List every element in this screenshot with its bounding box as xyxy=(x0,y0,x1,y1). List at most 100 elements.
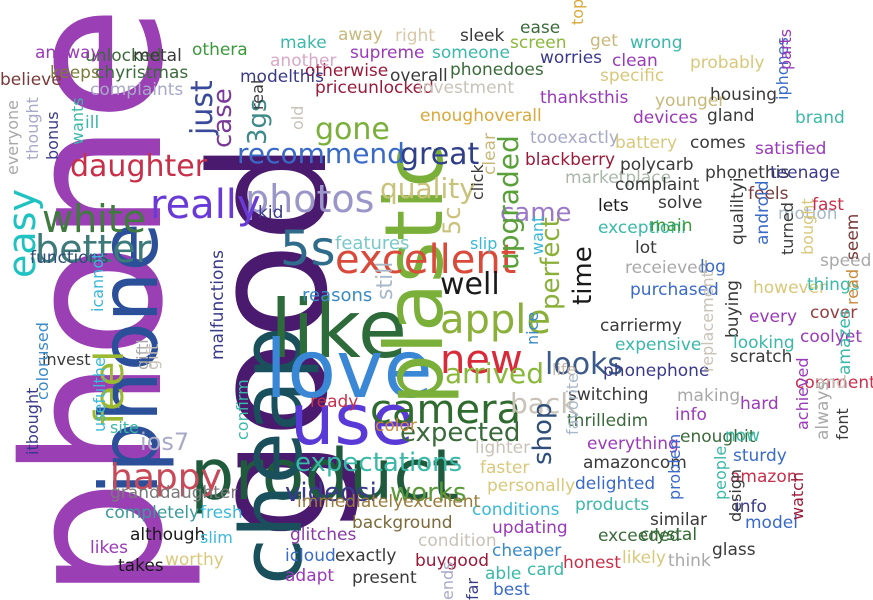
cloud-word: font xyxy=(833,408,852,440)
cloud-word: probably xyxy=(690,53,765,73)
cloud-word: comment xyxy=(795,373,873,393)
cloud-word: excellent xyxy=(335,237,517,283)
cloud-word: battery xyxy=(615,133,678,153)
cloud-word: make xyxy=(280,33,327,53)
cloud-word: speed xyxy=(820,251,872,271)
cloud-word: recommend xyxy=(237,137,405,170)
cloud-word: switching xyxy=(568,385,649,405)
cloud-word: ready xyxy=(310,392,359,412)
cloud-word: looks xyxy=(545,347,624,382)
cloud-word: thanksthis xyxy=(540,88,629,108)
cloud-word: worthy xyxy=(165,550,224,570)
cloud-word: top xyxy=(568,0,587,25)
cloud-word: kid xyxy=(258,203,284,223)
cloud-word: fresh xyxy=(200,503,243,523)
cloud-word: clean xyxy=(612,51,658,71)
cloud-word: although xyxy=(130,525,206,545)
cloud-word: investment xyxy=(418,78,514,98)
cloud-word: ios7 xyxy=(140,428,190,456)
cloud-word: think xyxy=(668,551,711,571)
cloud-word: feels xyxy=(748,184,789,204)
cloud-word: right xyxy=(395,26,435,46)
cloud-word: otherwise xyxy=(305,61,389,81)
cloud-word: sturdy xyxy=(733,446,787,466)
cloud-word: color xyxy=(375,416,417,436)
cloud-word: read xyxy=(843,268,862,305)
cloud-word: parts xyxy=(776,28,795,70)
cloud-word: happy xyxy=(110,457,222,498)
cloud-word: favorite xyxy=(563,373,582,435)
cloud-word: 5c xyxy=(438,206,466,235)
cloud-word: log xyxy=(700,257,726,277)
cloud-word: another xyxy=(270,51,337,71)
cloud-word: cover xyxy=(810,303,858,323)
cloud-word: exceeded xyxy=(598,526,681,546)
cloud-word: and xyxy=(815,373,847,393)
cloud-word: confirm xyxy=(233,379,252,440)
cloud-word: takes xyxy=(118,556,164,576)
cloud-word: brand xyxy=(795,108,845,128)
cloud-word: gift xyxy=(143,343,162,370)
cloud-word: info xyxy=(675,405,707,425)
cloud-word: sleek xyxy=(460,26,505,46)
cloud-word: everyone xyxy=(3,100,22,175)
cloud-word: ease xyxy=(520,18,561,38)
cloud-word: features xyxy=(335,233,410,254)
cloud-word: nice xyxy=(523,311,542,345)
cloud-word: photos xyxy=(245,177,375,221)
cloud-word: now xyxy=(725,426,761,446)
cloud-word: get xyxy=(590,31,618,51)
cloud-word: buying xyxy=(723,280,743,338)
cloud-word: arrived xyxy=(445,357,545,390)
cloud-word: case xyxy=(208,88,238,148)
cloud-word: malfunctions xyxy=(208,249,228,360)
cloud-word: othera xyxy=(192,40,248,60)
cloud-word: well xyxy=(440,267,500,302)
cloud-word: expectations xyxy=(295,448,463,478)
cloud-word: granddaughter xyxy=(110,483,238,503)
cloud-word: phonethis xyxy=(705,163,790,183)
cloud-word: exactly xyxy=(335,546,397,566)
cloud-word: anyway xyxy=(35,43,101,63)
cloud-word: overall xyxy=(390,66,448,86)
cloud-word: product xyxy=(190,434,460,516)
cloud-word: ill xyxy=(85,113,100,133)
cloud-word: younger xyxy=(655,91,726,111)
cloud-word: solve xyxy=(658,193,703,213)
cloud-word: back xyxy=(510,387,577,420)
cloud-word: real xyxy=(248,79,267,110)
cloud-word: wants xyxy=(68,97,87,145)
cloud-word: enoughit xyxy=(680,427,756,447)
cloud-word: likely xyxy=(622,548,666,568)
cloud-word: icloud xyxy=(285,546,336,566)
cloud-word: hard xyxy=(740,394,779,414)
cloud-word: turned xyxy=(778,202,797,255)
cloud-word: slip xyxy=(470,234,498,253)
cloud-word: click xyxy=(468,164,487,200)
cloud-word: glass xyxy=(712,540,756,560)
cloud-word: supreme xyxy=(350,43,425,63)
cloud-word: watch xyxy=(788,471,807,520)
cloud-word: thought xyxy=(23,97,42,160)
cloud-word: carriermy xyxy=(600,316,682,336)
cloud-word: satisfied xyxy=(755,139,827,159)
cloud-word: daughter xyxy=(70,149,208,184)
cloud-word: love xyxy=(265,323,433,416)
cloud-word: invest xyxy=(42,350,91,369)
cloud-word: polycarb xyxy=(620,155,694,175)
cloud-word: quality xyxy=(380,172,476,205)
cloud-word: really xyxy=(150,182,261,228)
cloud-word: specific xyxy=(600,66,665,86)
cloud-word: phonephone xyxy=(603,361,710,381)
cloud-word: 5s xyxy=(280,221,336,277)
cloud-word: slim xyxy=(200,528,233,547)
cloud-word: similar xyxy=(650,510,707,530)
cloud-word: devices xyxy=(633,108,698,128)
cloud-word: crystal xyxy=(640,525,698,545)
cloud-word: blackberry xyxy=(525,150,616,170)
cloud-word: ends xyxy=(438,561,457,600)
cloud-word: amazon xyxy=(730,467,798,487)
cloud-word: someone xyxy=(432,43,510,63)
cloud-word: worries xyxy=(540,48,603,68)
